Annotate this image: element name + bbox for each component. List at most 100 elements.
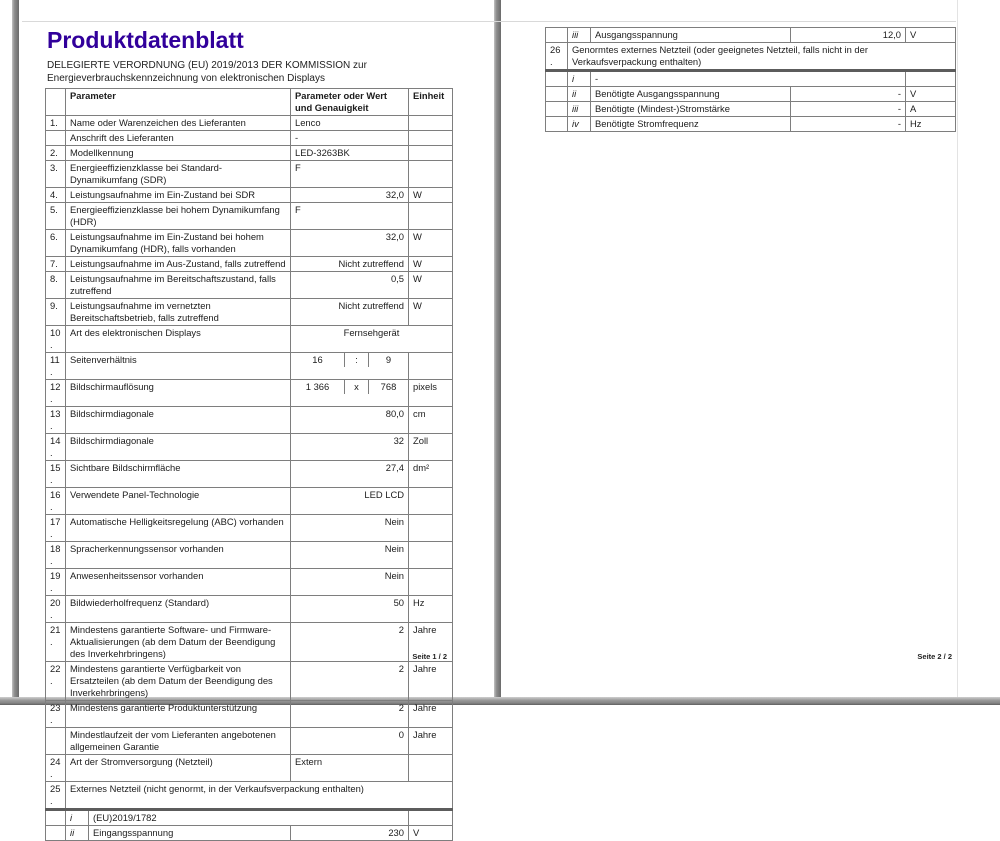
row-parameter-cell: Leistungsaufnahme im Aus-Zustand, falls … — [65, 256, 291, 272]
row-value-cell: LED-3263BK — [290, 145, 409, 161]
row-unit-cell: Hz — [408, 595, 453, 623]
row-value-cell: 2 — [290, 661, 409, 701]
row-value-cell: F — [290, 160, 409, 188]
row-unit-cell — [408, 809, 453, 826]
table-row: iii Benötigte (Mindest-)Stromstärke - A — [545, 101, 956, 117]
row-value-cell: Nein — [290, 568, 409, 596]
table-row: 18. Spracherkennungssensor vorhanden Nein — [45, 541, 453, 569]
row-unit-cell: V — [905, 27, 956, 43]
row-section-title-cell: Genormtes externes Netzteil (oder geeign… — [567, 42, 956, 72]
product-data-table-page1: Parameter Parameter oder Wert und Genaui… — [45, 88, 453, 841]
row-subnumber-cell: iii — [567, 101, 591, 117]
row-number-cell: 2. — [45, 145, 66, 161]
row-subnumber-cell: iii — [567, 27, 591, 43]
row-parameter-cell: Spracherkennungssensor vorhanden — [65, 541, 291, 569]
triple-value-part: 1 366 — [305, 381, 330, 392]
row-number-cell: 4. — [45, 187, 66, 203]
row-number-cell: 3. — [45, 160, 66, 188]
row-number-cell: 10. — [45, 325, 66, 353]
row-unit-cell — [408, 514, 453, 542]
row-parameter-cell: Bildschirmdiagonale — [65, 433, 291, 461]
row-parameter-cell: Leistungsaufnahme im vernetzten Bereitsc… — [65, 298, 291, 326]
product-data-table-page2: iii Ausgangsspannung 12,0 V 26. Genormtes ext… — [545, 27, 956, 132]
table-row: 25. Externes Netzteil (nicht genormt, in … — [45, 781, 453, 811]
row-number-cell: 16. — [45, 487, 66, 515]
table-row: 10. Art des elektronischen Displays Fernse… — [45, 325, 453, 353]
row-number-cell — [545, 86, 568, 102]
row-unit-cell: W — [408, 271, 453, 299]
row-value-cell: 0,5 — [290, 271, 409, 299]
row-parameter-cell: Mindestens garantierte Verfügbarkeit von… — [65, 661, 291, 701]
triple-value-part: 768 — [380, 381, 397, 392]
table-row: 13. Bildschirmdiagonale 80,0 cm — [45, 406, 453, 434]
row-parameter-cell: - — [590, 70, 906, 87]
row-number-cell: 1. — [45, 115, 66, 131]
row-parameter-cell: (EU)2019/1782 — [88, 809, 409, 826]
row-number-cell — [45, 809, 66, 826]
row-value-cell: F — [290, 202, 409, 230]
table-row: 24. Art der Stromversorgung (Netzteil) Ext… — [45, 754, 453, 782]
row-unit-cell: pixels — [408, 379, 453, 407]
row-parameter-cell: Benötigte Ausgangsspannung — [590, 86, 791, 102]
row-value-cell: 230 — [290, 825, 409, 841]
row-unit-cell: V — [408, 825, 453, 841]
row-number-cell: 19. — [45, 568, 66, 596]
row-unit-cell — [905, 70, 956, 87]
row-value-cell: 27,4 — [290, 460, 409, 488]
row-parameter-cell: Seitenverhältnis — [65, 352, 291, 380]
row-unit-cell: Jahre — [408, 727, 453, 755]
row-value-cell: 32 — [290, 433, 409, 461]
row-parameter-cell: Eingangsspannung — [88, 825, 291, 841]
table-row: 14. Bildschirmdiagonale 32 Zoll — [45, 433, 453, 461]
row-value-cell: - — [790, 116, 906, 132]
table-row: i (EU)2019/1782 — [45, 809, 453, 826]
row-value-cell: LED LCD — [290, 487, 409, 515]
table-row: ii Eingangsspannung 230 V — [45, 825, 453, 841]
row-number-cell — [45, 130, 66, 146]
table-row: iv Benötigte Stromfrequenz - Hz — [545, 116, 956, 132]
table-row: 20. Bildwiederholfrequenz (Standard) 50 Hz — [45, 595, 453, 623]
page-title: Produktdatenblatt — [47, 27, 244, 53]
triple-value-group: 16: 9 — [292, 353, 408, 367]
table-row: 6. Leistungsaufnahme im Ein-Zustand bei h… — [45, 229, 453, 257]
bottom-edge-bar — [0, 697, 1000, 705]
row-parameter-cell: Art des elektronischen Displays — [65, 325, 291, 353]
document-subtitle: DELEGIERTE VERORDNUNG (EU) 2019/2013 DER… — [47, 59, 367, 85]
page-divider-bar — [494, 0, 501, 697]
row-value-cell: 32,0 — [290, 229, 409, 257]
row-unit-cell: W — [408, 298, 453, 326]
row-parameter-cell: Benötigte (Mindest-)Stromstärke — [590, 101, 791, 117]
row-value-cell: 12,0 — [790, 27, 906, 43]
row-value-cell: - — [790, 101, 906, 117]
row-unit-cell — [408, 202, 453, 230]
header-value-cell: Parameter oder Wert und Genauigkeit — [290, 88, 409, 116]
row-parameter-cell: Leistungsaufnahme im Ein-Zustand bei SDR — [65, 187, 291, 203]
row-unit-cell: cm — [408, 406, 453, 434]
row-parameter-cell: Ausgangsspannung — [590, 27, 791, 43]
row-value-triple-cell: 16: 9 — [290, 352, 409, 380]
triple-value-group: 1 366 x 768 — [292, 380, 408, 394]
table-row: 5. Energieeffizienzklasse bei hohem Dynam… — [45, 202, 453, 230]
row-number-cell: 9. — [45, 298, 66, 326]
row-number-cell: 22. — [45, 661, 66, 701]
table-row: iii Ausgangsspannung 12,0 V — [545, 27, 956, 43]
triple-value-part: 9 — [385, 354, 392, 365]
subtitle-line-2: Energieverbrauchskennzeichnung von elekt… — [47, 73, 325, 84]
row-parameter-cell: Leistungsaufnahme im Ein-Zustand bei hoh… — [65, 229, 291, 257]
row-number-cell: 25. — [45, 781, 66, 811]
page2-footer: Seite 2 / 2 — [917, 652, 952, 661]
row-parameter-cell: Sichtbare Bildschirmfläche — [65, 460, 291, 488]
row-parameter-cell: Energieeffizienzklasse bei hohem Dynamik… — [65, 202, 291, 230]
page1-footer: Seite 1 / 2 — [412, 652, 447, 661]
row-unit-cell — [408, 130, 453, 146]
row-value-cell: 50 — [290, 595, 409, 623]
table-row: 22. Mindestens garantierte Verfügbarkeit … — [45, 661, 453, 701]
row-parameter-cell: Benötigte Stromfrequenz — [590, 116, 791, 132]
row-unit-cell — [408, 115, 453, 131]
row-unit-cell: Jahre — [408, 661, 453, 701]
row-number-cell: 7. — [45, 256, 66, 272]
table-row: 11. Seitenverhältnis 16: 9 — [45, 352, 453, 380]
row-number-cell — [545, 70, 568, 87]
table-row: 17. Automatische Helligkeitsregelung (ABC… — [45, 514, 453, 542]
header-number-cell — [45, 88, 66, 116]
